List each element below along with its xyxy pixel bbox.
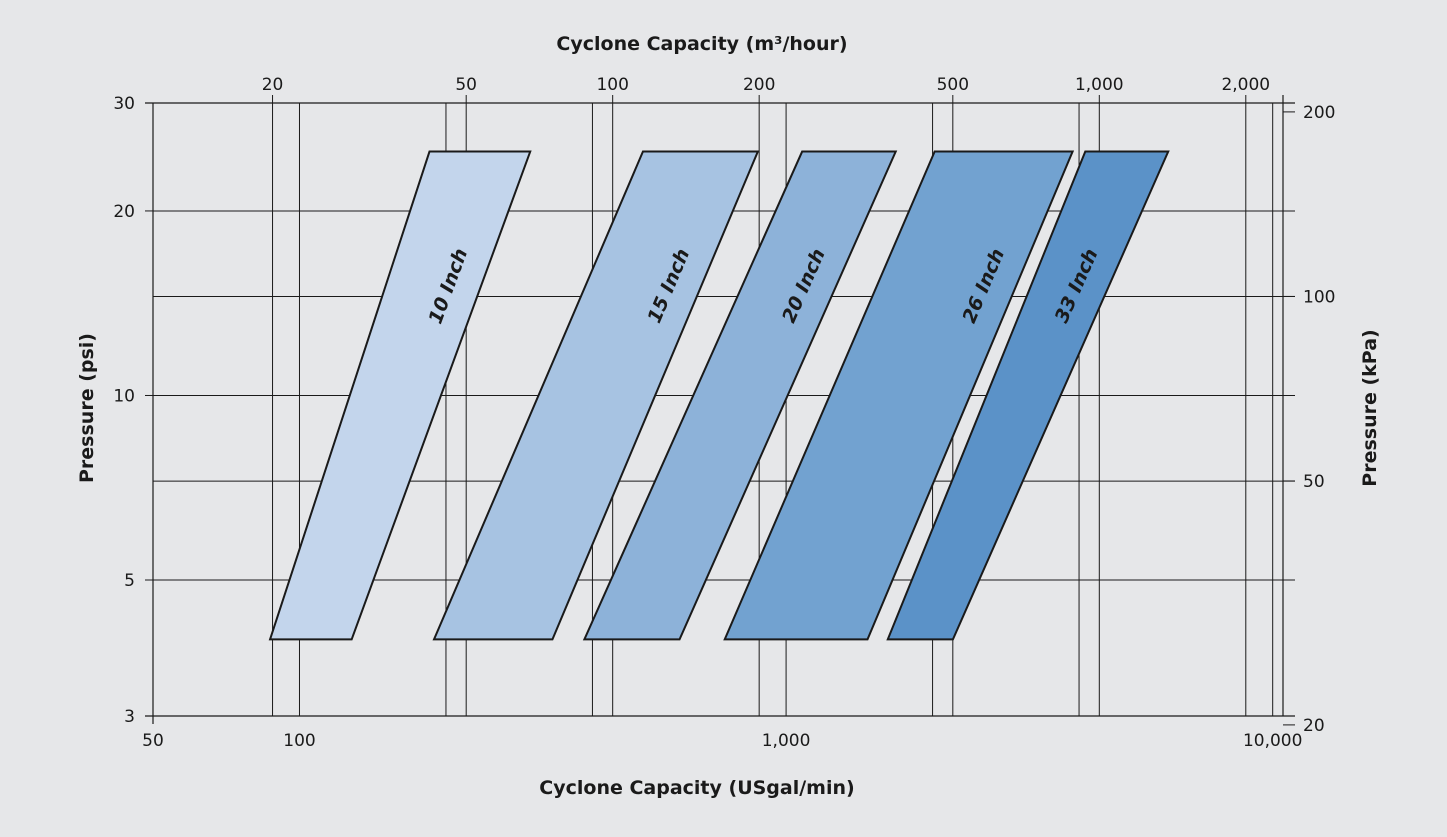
y-left-tick-label: 20 [113, 202, 135, 222]
y-left-tick-label: 30 [113, 94, 135, 114]
plot-frame [145, 95, 1295, 724]
y-left-tick-label: 3 [124, 707, 135, 727]
x-bottom-tick-label: 10,000 [1243, 731, 1302, 751]
x-bottom-tick-label: 50 [142, 731, 164, 751]
capacity-bands: 10 Inch 15 Inch 20 Inch 26 Inch 33 Inch [268, 150, 1170, 641]
y-left-tick-label: 5 [124, 571, 135, 591]
y-right-tick-label: 20 [1303, 716, 1325, 736]
x-top-tick-label: 2,000 [1221, 75, 1270, 95]
band-26-inch [723, 150, 1075, 641]
y-left-axis-title: Pressure (psi) [76, 333, 98, 483]
x-top-tick-label: 20 [262, 75, 284, 95]
x-bottom-tick-label: 1,000 [762, 731, 811, 751]
x-bottom-axis-title: Cyclone Capacity (USgal/min) [539, 777, 854, 799]
band-10-inch [268, 150, 532, 641]
x-top-tick-label: 200 [743, 75, 775, 95]
y-left-tick-label: 10 [113, 386, 135, 406]
x-top-tick-label: 500 [937, 75, 969, 95]
x-top-tick-label: 1,000 [1075, 75, 1124, 95]
y-right-tick-label: 50 [1303, 472, 1325, 492]
band-33-inch [886, 150, 1170, 641]
band-15-inch [432, 150, 760, 641]
x-bottom-tick-label: 100 [283, 731, 315, 751]
x-top-axis-title: Cyclone Capacity (m³/hour) [556, 33, 847, 55]
y-right-tick-label: 100 [1303, 287, 1335, 307]
x-top-tick-label: 100 [596, 75, 628, 95]
x-top-tick-label: 50 [455, 75, 477, 95]
y-right-axis-title: Pressure (kPa) [1359, 329, 1381, 486]
band-20-inch [582, 150, 898, 641]
y-right-tick-label: 200 [1303, 103, 1335, 123]
